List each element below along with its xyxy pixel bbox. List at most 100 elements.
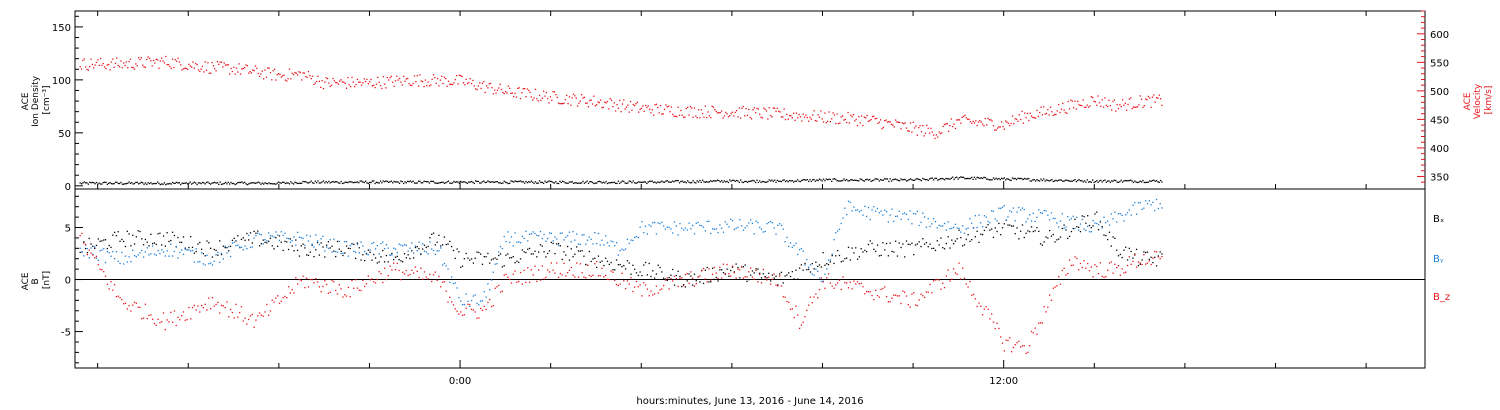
density-point — [689, 182, 692, 184]
density-point — [248, 183, 250, 185]
velocity-point — [143, 66, 145, 68]
density-point — [609, 182, 611, 184]
bx-point — [135, 236, 138, 238]
velocity-point — [905, 127, 908, 129]
by-point — [945, 229, 948, 231]
bx-point — [1157, 255, 1160, 257]
bz-point — [1030, 330, 1033, 333]
velocity-point — [775, 110, 777, 112]
bz-point — [766, 279, 768, 281]
density-point — [798, 180, 800, 183]
velocity-point — [947, 130, 950, 132]
velocity-point — [749, 116, 751, 119]
bz-point — [739, 269, 741, 271]
bx-point — [318, 254, 321, 256]
bz-point — [820, 277, 822, 279]
bx-point — [273, 248, 275, 250]
bx-point — [1065, 229, 1067, 231]
velocity-point — [768, 107, 770, 109]
velocity-point — [655, 103, 658, 105]
velocity-point — [106, 64, 109, 66]
bx-point — [184, 247, 186, 249]
velocity-point — [1053, 113, 1056, 116]
density-point — [597, 181, 599, 183]
velocity-point — [704, 105, 706, 107]
by-point — [161, 249, 163, 251]
velocity-point — [882, 126, 885, 129]
by-point — [411, 242, 413, 244]
velocity-point — [832, 112, 834, 114]
by-point — [788, 245, 790, 248]
by-point — [891, 208, 893, 210]
bx-point — [298, 255, 301, 257]
bx-point — [393, 258, 395, 261]
density-point — [491, 181, 493, 183]
density-point — [1081, 180, 1083, 182]
bx-point — [1061, 227, 1063, 230]
bz-point — [329, 291, 331, 294]
by-point — [108, 252, 110, 254]
velocity-point — [449, 83, 451, 86]
velocity-point — [1062, 102, 1064, 105]
bx-point — [271, 245, 273, 247]
density-point — [419, 180, 421, 183]
density-tick-label: 50 — [58, 129, 71, 140]
bz-point — [666, 277, 668, 279]
bz-point — [249, 315, 252, 317]
bz-point — [1092, 276, 1094, 278]
bx-point — [1067, 237, 1069, 240]
bx-point — [101, 240, 103, 242]
by-point — [721, 227, 723, 229]
by-point — [681, 227, 683, 230]
bz-point — [307, 286, 310, 288]
bx-point — [773, 277, 775, 279]
bx-point — [130, 245, 132, 247]
bx-point — [407, 254, 409, 256]
bx-point — [210, 247, 212, 249]
density-point — [968, 177, 970, 180]
velocity-point — [1060, 108, 1063, 110]
density-point — [514, 180, 516, 182]
by-point — [104, 261, 107, 264]
density-point — [735, 179, 738, 182]
bx-point — [664, 278, 667, 280]
density-point — [1067, 179, 1069, 182]
by-point — [594, 231, 596, 234]
velocity-point — [513, 95, 515, 98]
density-point — [469, 181, 471, 183]
density-point — [1097, 181, 1099, 183]
bx-point — [215, 249, 217, 252]
by-point — [1116, 221, 1118, 223]
by-point — [1074, 227, 1076, 230]
velocity-point — [385, 87, 387, 89]
by-point — [574, 239, 576, 241]
density-point — [561, 180, 564, 182]
bx-point — [617, 264, 620, 266]
velocity-point — [112, 58, 114, 60]
bz-point — [813, 296, 815, 298]
by-point — [168, 255, 170, 257]
bz-point — [795, 305, 797, 307]
bz-point — [420, 267, 422, 269]
density-point — [1073, 179, 1075, 182]
bz-point — [1090, 266, 1092, 268]
bz-point — [907, 304, 909, 306]
velocity-point — [670, 106, 673, 108]
velocity-point — [737, 116, 739, 118]
density-point — [821, 180, 823, 182]
density-point — [795, 180, 798, 182]
by-point — [1045, 210, 1047, 212]
bx-point — [869, 240, 871, 242]
bx-point — [217, 254, 219, 256]
bx-point — [606, 260, 609, 263]
bx-point — [251, 242, 253, 244]
bx-point — [896, 255, 899, 257]
bz-point — [539, 279, 542, 281]
velocity-point — [881, 128, 883, 130]
velocity-point — [1077, 100, 1079, 103]
bz-point — [414, 266, 417, 268]
bx-point — [974, 236, 976, 238]
velocity-point — [840, 116, 842, 118]
velocity-point — [181, 69, 183, 71]
bx-point — [771, 274, 774, 276]
